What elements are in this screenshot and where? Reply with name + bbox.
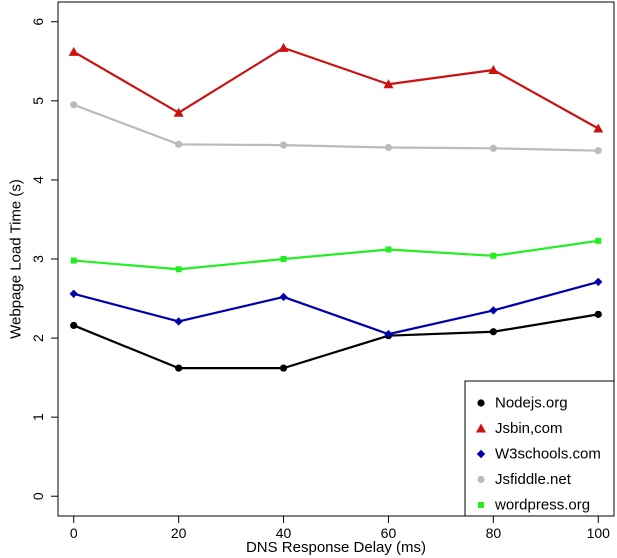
data-point: [70, 257, 77, 264]
x-tick-label: 20: [171, 525, 187, 541]
data-point: [280, 256, 287, 262]
legend-label: Nodejs.org: [495, 395, 568, 412]
data-point: [489, 328, 497, 336]
legend: Nodejs.org Jsbin,com W3schools.com Jsfiddle…: [464, 380, 615, 517]
y-axis-label: Webpage Load Time (s): [8, 179, 25, 339]
data-point: [175, 364, 183, 372]
y-tick-label: 3: [30, 255, 46, 263]
x-axis-label: DNS Response Delay (ms): [246, 539, 426, 556]
y-tick-label: 1: [30, 413, 46, 421]
legend-item: Jsfiddle.net: [477, 471, 572, 488]
x-tick-label: 80: [486, 525, 502, 541]
data-point: [594, 310, 602, 318]
series-line: [73, 46, 599, 130]
data-point: [175, 140, 183, 148]
legend-label: Jsbin,com: [495, 420, 563, 437]
data-point: [70, 101, 78, 109]
data-point: [68, 46, 79, 56]
x-tick-label: 0: [70, 525, 78, 541]
legend-item: Jsbin,com: [476, 420, 563, 437]
data-point: [488, 65, 499, 75]
data-point: [489, 144, 497, 152]
legend-label: Jsfiddle.net: [495, 471, 572, 488]
y-tick-label: 2: [30, 334, 46, 342]
series-w3schools-com: [69, 277, 603, 339]
legend-marker: [476, 423, 486, 433]
y-tick-label: 4: [30, 176, 46, 184]
legend-item: Nodejs.org: [477, 395, 568, 412]
data-point: [490, 252, 497, 259]
data-point: [70, 321, 78, 330]
data-point: [593, 123, 604, 133]
legend-marker: [477, 475, 485, 484]
series-line: [73, 313, 599, 370]
x-tick-label: 100: [587, 525, 611, 541]
legend-label: W3schools.com: [495, 446, 601, 463]
series-wordpress-org: [70, 237, 602, 273]
legend-marker: [476, 449, 486, 459]
data-point: [69, 289, 78, 298]
legend-item: W3schools.com: [476, 446, 601, 463]
data-point: [173, 107, 184, 117]
data-point: [279, 141, 288, 149]
legend-marker: [477, 399, 485, 407]
legend-label: wordpress.org: [494, 497, 590, 514]
data-point: [279, 364, 288, 372]
data-point: [594, 277, 603, 287]
series-nodejs-org: [70, 310, 602, 372]
y-tick-label: 6: [30, 18, 46, 26]
data-point: [595, 237, 602, 244]
series-line: [73, 239, 599, 271]
series-jsfiddle-net: [70, 101, 602, 155]
data-point: [384, 143, 393, 152]
x-tick-label: 40: [276, 525, 292, 541]
legend-item: wordpress.org: [478, 497, 590, 514]
data-point: [384, 329, 393, 339]
data-point: [175, 266, 182, 273]
data-point: [278, 42, 289, 52]
data-point: [174, 317, 183, 326]
y-tick-label: 5: [30, 97, 46, 105]
legend-box: [464, 380, 615, 517]
series-jsbin-com: [68, 42, 604, 133]
data-point: [594, 147, 602, 155]
y-tick-label: 0: [30, 492, 46, 500]
legend-marker: [478, 502, 484, 508]
data-point: [489, 306, 498, 315]
series-group: [68, 42, 604, 372]
series-line: [73, 280, 599, 336]
axes: 0 20 40 60 80 100 0 1 2 3 4 5 6: [30, 1, 615, 541]
data-point: [383, 79, 394, 89]
data-point: [279, 292, 288, 302]
series-line: [73, 103, 599, 152]
x-tick-label: 60: [381, 525, 397, 541]
data-point: [385, 246, 392, 253]
